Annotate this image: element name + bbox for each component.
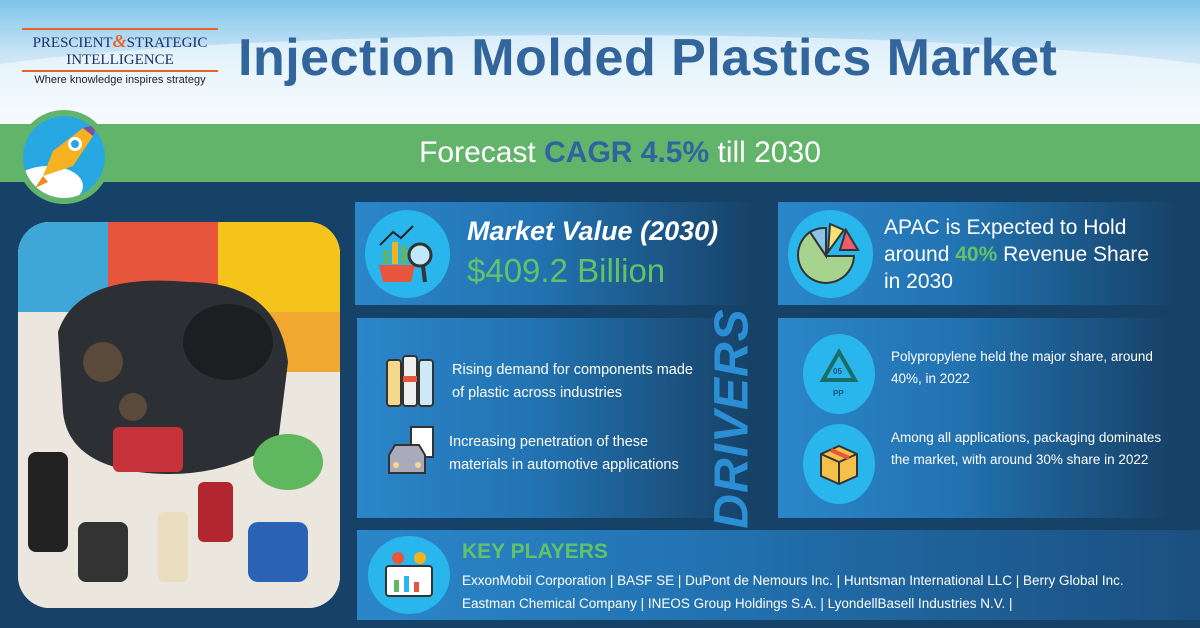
driver-item: Increasing penetration of these material… bbox=[449, 434, 679, 473]
key-players-heading: KEY PLAYERS bbox=[462, 540, 608, 563]
logo-text: STRATEGIC bbox=[126, 35, 208, 51]
product-photo bbox=[18, 222, 340, 608]
drivers-heading: DRIVERS bbox=[705, 307, 759, 529]
header-background bbox=[0, 0, 1200, 124]
rocket-icon bbox=[17, 110, 111, 204]
logo-text: INTELLIGENCE bbox=[22, 52, 218, 72]
driver-item: Rising demand for components made of pla… bbox=[452, 362, 693, 401]
page-title: Injection Molded Plastics Market bbox=[238, 29, 1058, 87]
logo-tagline: Where knowledge inspires strategy bbox=[34, 74, 206, 86]
insight-item: Polypropylene held the major share, arou… bbox=[891, 349, 1153, 386]
svg-text:PP: PP bbox=[833, 389, 844, 398]
pie-chart-icon bbox=[788, 210, 873, 298]
car-document-icon bbox=[385, 425, 441, 486]
drivers-card bbox=[357, 318, 750, 518]
company-logo: PRESCIENT&STRATEGIC INTELLIGENCE Where k… bbox=[22, 28, 218, 86]
forecast-band bbox=[0, 124, 1200, 182]
cagr-value: CAGR 4.5% bbox=[544, 136, 710, 169]
recycle-pp-icon: 05 PP bbox=[803, 334, 875, 414]
insight-item: Among all applications, packaging domina… bbox=[891, 430, 1162, 467]
package-box-icon bbox=[803, 424, 875, 504]
market-value-label: Market Value (2030) bbox=[467, 216, 719, 246]
logo-ampersand: & bbox=[112, 31, 127, 51]
logo-text: PRESCIENT bbox=[32, 35, 113, 51]
apac-text: APAC is Expected to Hold around 40% Reve… bbox=[884, 216, 1150, 293]
team-dashboard-icon bbox=[368, 536, 450, 614]
key-players-list: Eastman Chemical Company | INEOS Group H… bbox=[462, 596, 1013, 611]
svg-text:05: 05 bbox=[833, 367, 842, 376]
forecast-text: Forecast CAGR 4.5% till 2030 bbox=[419, 136, 821, 169]
key-players-list: ExxonMobil Corporation | BASF SE | DuPon… bbox=[462, 573, 1124, 588]
market-value-amount: $409.2 Billion bbox=[467, 252, 666, 289]
bottles-icon bbox=[385, 352, 441, 413]
market-analysis-icon bbox=[365, 210, 450, 298]
key-players-card bbox=[357, 530, 1200, 620]
apac-share: 40% bbox=[955, 243, 998, 266]
